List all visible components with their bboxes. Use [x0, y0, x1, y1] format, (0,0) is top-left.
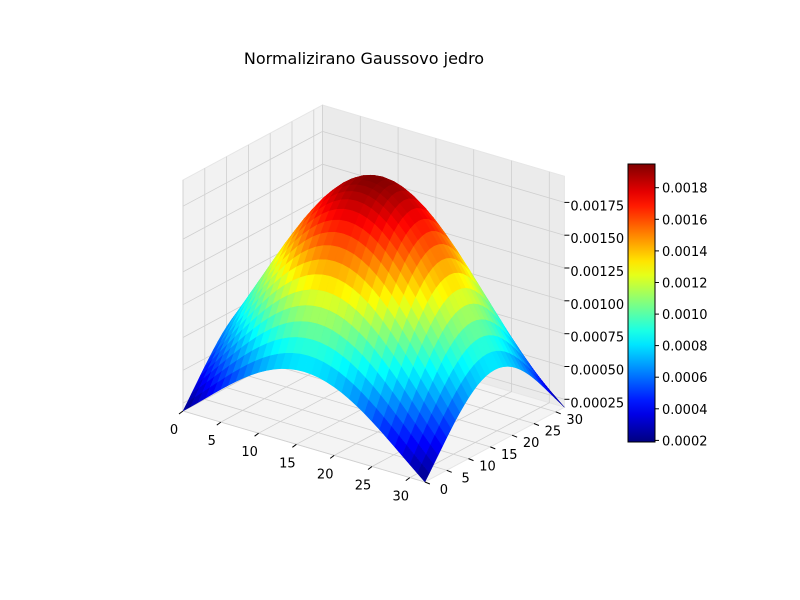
y-tick-label: 15 — [501, 448, 518, 463]
z-tick-label: 0.00025 — [570, 396, 624, 411]
x-tick-label: 0 — [170, 423, 178, 438]
chart-title: Normalizirano Gaussovo jedro — [244, 49, 484, 68]
y-tick-label: 10 — [479, 460, 496, 475]
y-tick-label: 30 — [566, 413, 583, 428]
y-tick-label: 20 — [523, 436, 540, 451]
x-tick-mark — [329, 454, 335, 459]
surface-mesh — [182, 174, 565, 483]
z-tick-label: 0.00075 — [570, 331, 624, 346]
colorbar-tick-label: 0.0004 — [662, 403, 708, 418]
z-tick-label: 0.00100 — [570, 298, 624, 313]
z-tick-label: 0.00050 — [570, 364, 624, 379]
x-tick-mark — [405, 477, 411, 482]
grid-line-z — [182, 163, 565, 240]
x-tick-label: 5 — [208, 434, 216, 449]
colorbar-bar — [627, 163, 656, 443]
grid-line-z — [182, 130, 565, 207]
colorbar: 0.0002 0.0004 0.0006 0.0008 0.0010 0.0012 0.00… — [627, 163, 708, 449]
colorbar-tick-label: 0.0008 — [662, 340, 708, 355]
colorbar-tick-label: 0.0002 — [662, 434, 708, 449]
grid-line-y — [204, 168, 447, 471]
z-tick-label: 0.00125 — [570, 265, 624, 280]
colorbar-tick-label: 0.0006 — [662, 371, 708, 386]
z-tick-label: 0.00175 — [570, 199, 624, 214]
grid-line-z — [182, 196, 565, 273]
colorbar-tick-label: 0.0018 — [662, 182, 708, 197]
surface-facet — [417, 463, 430, 483]
colorbar-tick-label: 0.0010 — [662, 308, 708, 323]
colorbar-tick-label: 0.0016 — [662, 213, 708, 228]
x-tick-mark — [178, 410, 184, 415]
x-tick-mark — [216, 421, 222, 426]
x-tick-label: 10 — [241, 445, 258, 460]
y-tick-mark — [490, 446, 496, 450]
y-tick-mark — [424, 481, 431, 485]
x-tick-label: 20 — [317, 467, 334, 482]
x-tick-label: 25 — [355, 479, 372, 494]
y-tick-mark — [533, 423, 540, 426]
y-tick-label: 0 — [440, 483, 448, 498]
y-tick-mark — [446, 469, 452, 473]
x-tick-label: 15 — [279, 456, 296, 471]
colorbar-tick-label: 0.0014 — [662, 245, 708, 260]
y-tick-label: 25 — [545, 425, 562, 440]
z-tick-label: 0.00150 — [570, 232, 624, 247]
x-tick-mark — [292, 443, 297, 448]
x-tick-mark — [367, 466, 373, 470]
y-tick-mark — [511, 434, 518, 438]
y-tick-mark — [468, 458, 474, 462]
x-tick-label: 30 — [393, 490, 410, 505]
grid-line-x — [409, 171, 550, 478]
colorbar-tick-label: 0.0012 — [662, 277, 708, 292]
x-tick-mark — [254, 432, 259, 437]
y-tick-label: 5 — [462, 471, 470, 486]
y-tick-mark — [555, 411, 561, 415]
